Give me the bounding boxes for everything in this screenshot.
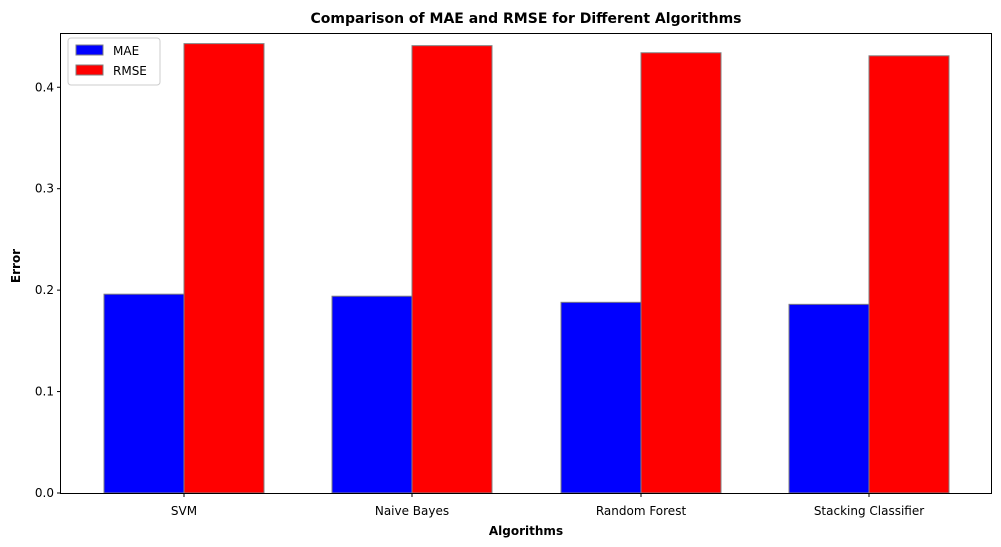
bar-rmse-2	[411, 45, 493, 494]
bar-rmse-4	[868, 55, 950, 494]
legend-swatch-mae	[75, 44, 104, 56]
bar-mae-4	[788, 303, 870, 494]
x-tick-label: Stacking Classifier	[814, 504, 924, 518]
bar-rmse-1	[183, 43, 265, 494]
bar-mae-3	[560, 301, 642, 494]
legend: MAE RMSE	[67, 37, 161, 86]
x-tick-label: SVM	[171, 504, 197, 518]
ticks-group: 0.0 0.1 0.2 0.3 0.4 SVM Naive Bayes Random Fore…	[35, 80, 924, 518]
x-tick-label: Random Forest	[596, 504, 687, 518]
y-tick-label: 0.2	[35, 283, 54, 297]
x-tick-label: Naive Bayes	[375, 504, 449, 518]
y-tick-label: 0.0	[35, 486, 54, 500]
y-axis-label: Error	[9, 249, 23, 283]
y-tick-label: 0.1	[35, 385, 54, 399]
bars-group	[103, 43, 950, 494]
x-axis-label: Algorithms	[489, 524, 563, 538]
y-tick-label: 0.3	[35, 182, 54, 196]
bar-mae-1	[103, 293, 185, 494]
bar-mae-2	[331, 295, 413, 494]
y-tick-label: 0.4	[35, 80, 54, 94]
legend-label-mae: MAE	[113, 44, 139, 58]
plot-frame	[60, 33, 992, 494]
legend-label-rmse: RMSE	[113, 64, 147, 78]
chart-title: Comparison of MAE and RMSE for Different…	[310, 11, 741, 27]
legend-swatch-rmse	[75, 64, 104, 76]
bar-rmse-3	[640, 52, 722, 494]
